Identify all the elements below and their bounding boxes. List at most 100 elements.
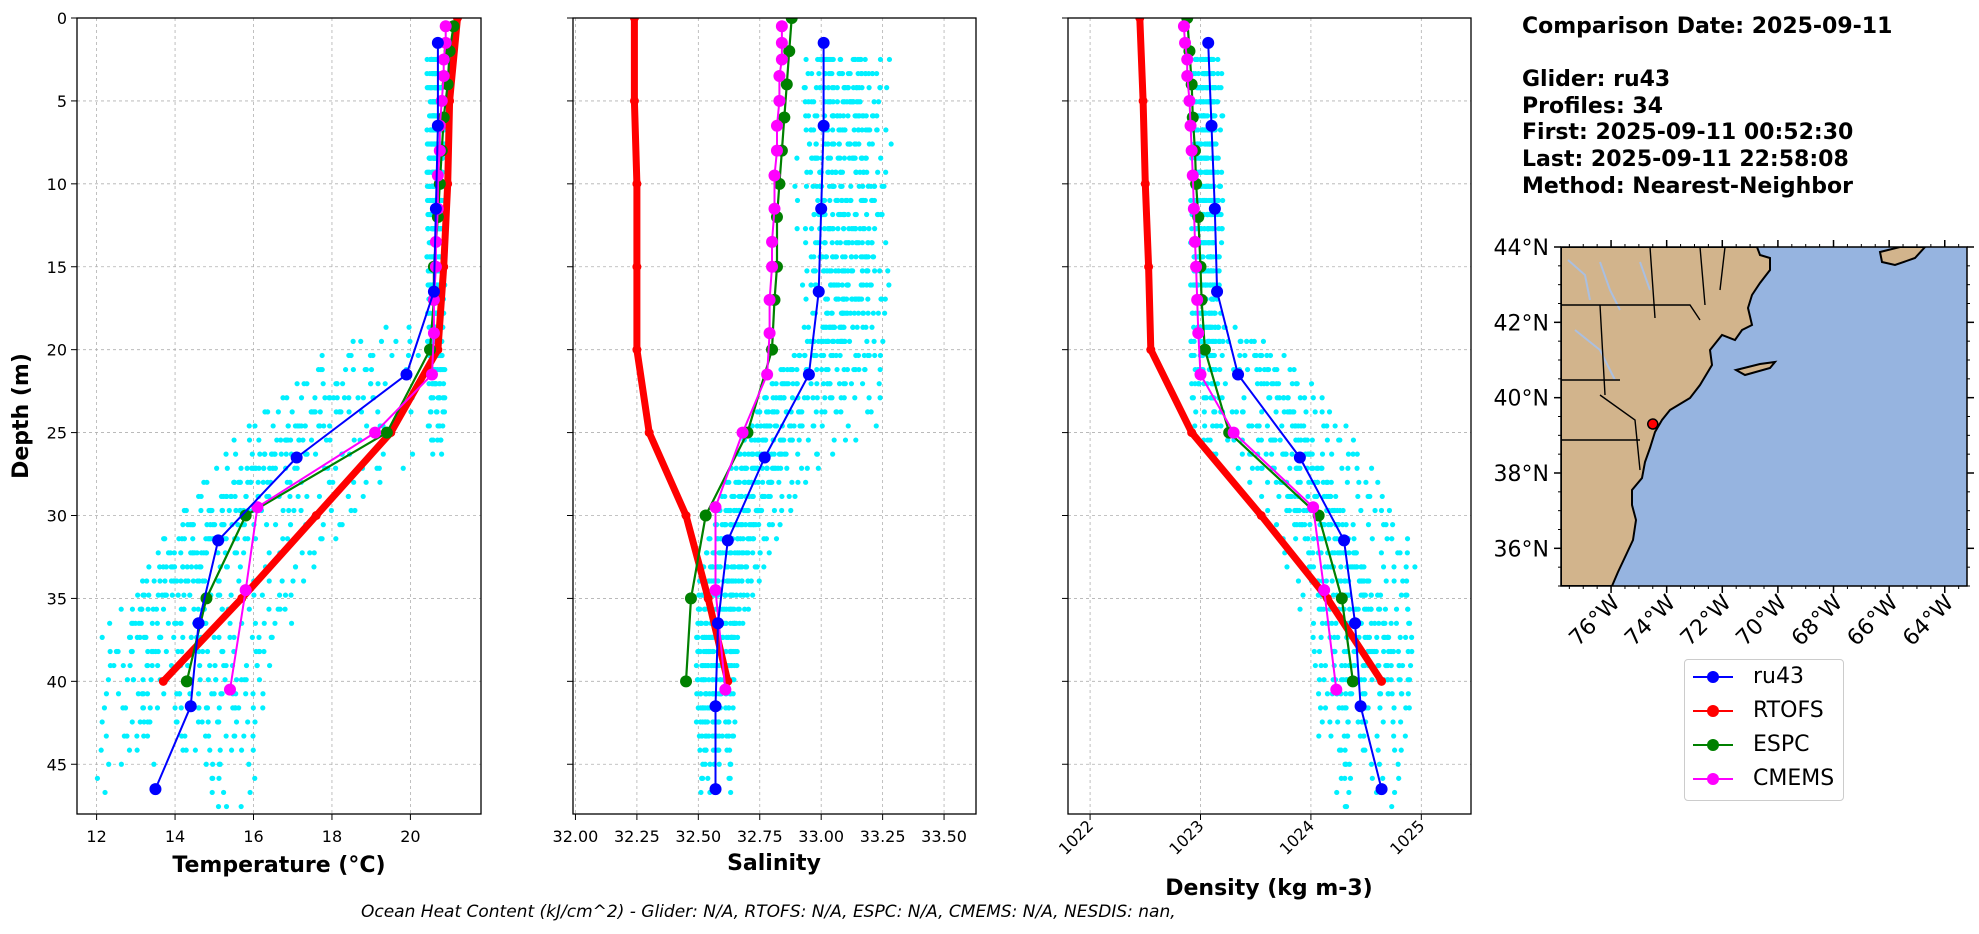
- scatter-point: [135, 592, 141, 598]
- scatter-point: [882, 310, 888, 316]
- scatter-point: [294, 381, 300, 387]
- scatter-point: [813, 85, 820, 91]
- series-point-ru43: [815, 202, 828, 215]
- scatter-point: [764, 465, 770, 471]
- temperature-lines: [149, 18, 462, 796]
- scatter-point: [771, 507, 778, 514]
- scatter-point: [1342, 662, 1348, 669]
- scatter-point: [428, 437, 435, 443]
- scatter-point: [756, 437, 762, 443]
- series-point-ru43: [1338, 534, 1351, 547]
- scatter-point: [852, 395, 858, 401]
- scatter-point: [284, 536, 291, 542]
- scatter-point: [803, 183, 810, 189]
- scatter-point: [263, 522, 270, 528]
- series-point-rtofs: [703, 593, 713, 603]
- scatter-point: [870, 254, 876, 260]
- scatter-point: [130, 677, 137, 683]
- scatter-point: [389, 352, 395, 359]
- scatter-point: [839, 282, 845, 288]
- scatter-point: [161, 536, 167, 542]
- scatter-point: [231, 437, 237, 443]
- scatter-point: [302, 423, 308, 429]
- scatter-point: [210, 761, 216, 767]
- scatter-point: [1307, 550, 1313, 556]
- scatter-point: [865, 409, 871, 415]
- scatter-point: [300, 437, 306, 443]
- scatter-point: [805, 70, 811, 77]
- scatter-point: [1318, 662, 1324, 669]
- scatter-point: [129, 719, 135, 725]
- scatter-point: [1350, 522, 1356, 528]
- scatter-point: [880, 338, 886, 344]
- series-point-espc: [684, 592, 697, 605]
- scatter-point: [345, 493, 351, 500]
- scatter-point: [791, 352, 797, 359]
- scatter-point: [1409, 634, 1415, 640]
- scatter-point: [805, 99, 812, 105]
- series-point-cmems: [768, 169, 781, 182]
- salinity-glider-scatter: [693, 56, 894, 796]
- scatter-point: [1391, 564, 1397, 570]
- scatter-point: [233, 677, 240, 683]
- scatter-point: [319, 536, 325, 542]
- scatter-point: [1403, 564, 1409, 570]
- scatter-point: [227, 634, 233, 640]
- scatter-point: [709, 733, 716, 739]
- scatter-point: [288, 592, 294, 598]
- scatter-point: [698, 691, 704, 697]
- scatter-point: [751, 522, 757, 528]
- scatter-point: [1351, 550, 1357, 556]
- scatter-point: [185, 522, 191, 528]
- scatter-point: [1368, 606, 1374, 612]
- ohc-footer: Ocean Heat Content (kJ/cm^2) - Glider: N…: [361, 902, 1176, 922]
- scatter-point: [780, 366, 786, 373]
- scatter-point: [1283, 451, 1289, 457]
- scatter-point: [866, 352, 872, 359]
- scatter-point: [833, 352, 839, 359]
- scatter-point: [197, 677, 203, 683]
- scatter-point: [805, 113, 812, 119]
- scatter-point: [726, 747, 733, 753]
- scatter-point: [1201, 409, 1207, 415]
- scatter-point: [218, 691, 224, 697]
- series-point-cmems: [1330, 683, 1343, 696]
- scatter-point: [180, 634, 186, 640]
- series-point-ru43: [709, 783, 722, 796]
- scatter-point: [740, 620, 746, 626]
- scatter-point: [228, 493, 234, 500]
- scatter-point: [744, 592, 750, 598]
- scatter-point: [1397, 634, 1403, 640]
- x-tick-label: 33.50: [921, 827, 967, 846]
- scatter-point: [223, 493, 229, 500]
- scatter-point: [837, 56, 843, 63]
- scatter-point: [426, 282, 432, 288]
- series-point-ru43: [1232, 368, 1245, 381]
- scatter-point: [819, 366, 825, 373]
- scatter-point: [382, 381, 388, 387]
- scatter-point: [730, 733, 737, 739]
- scatter-point: [834, 99, 840, 105]
- scatter-point: [198, 507, 204, 514]
- scatter-point: [272, 620, 278, 626]
- scatter-point: [836, 127, 842, 133]
- scatter-point: [1205, 282, 1211, 288]
- scatter-point: [784, 381, 790, 387]
- map-lon-label: 68°W: [1787, 590, 1848, 651]
- scatter-point: [249, 634, 255, 640]
- scatter-point: [1358, 507, 1364, 514]
- series-point-espc: [1346, 675, 1359, 688]
- scatter-point: [1393, 620, 1400, 626]
- scatter-point: [1391, 789, 1398, 796]
- scatter-point: [437, 366, 443, 373]
- scatter-point: [814, 240, 821, 246]
- scatter-point: [1202, 155, 1208, 161]
- scatter-point: [178, 705, 184, 711]
- scatter-point: [789, 437, 795, 443]
- scatter-point: [115, 691, 122, 697]
- scatter-point: [862, 197, 868, 204]
- glider-position-marker: [1647, 418, 1659, 430]
- scatter-point: [758, 507, 765, 514]
- scatter-point: [175, 592, 181, 598]
- scatter-point: [789, 395, 796, 401]
